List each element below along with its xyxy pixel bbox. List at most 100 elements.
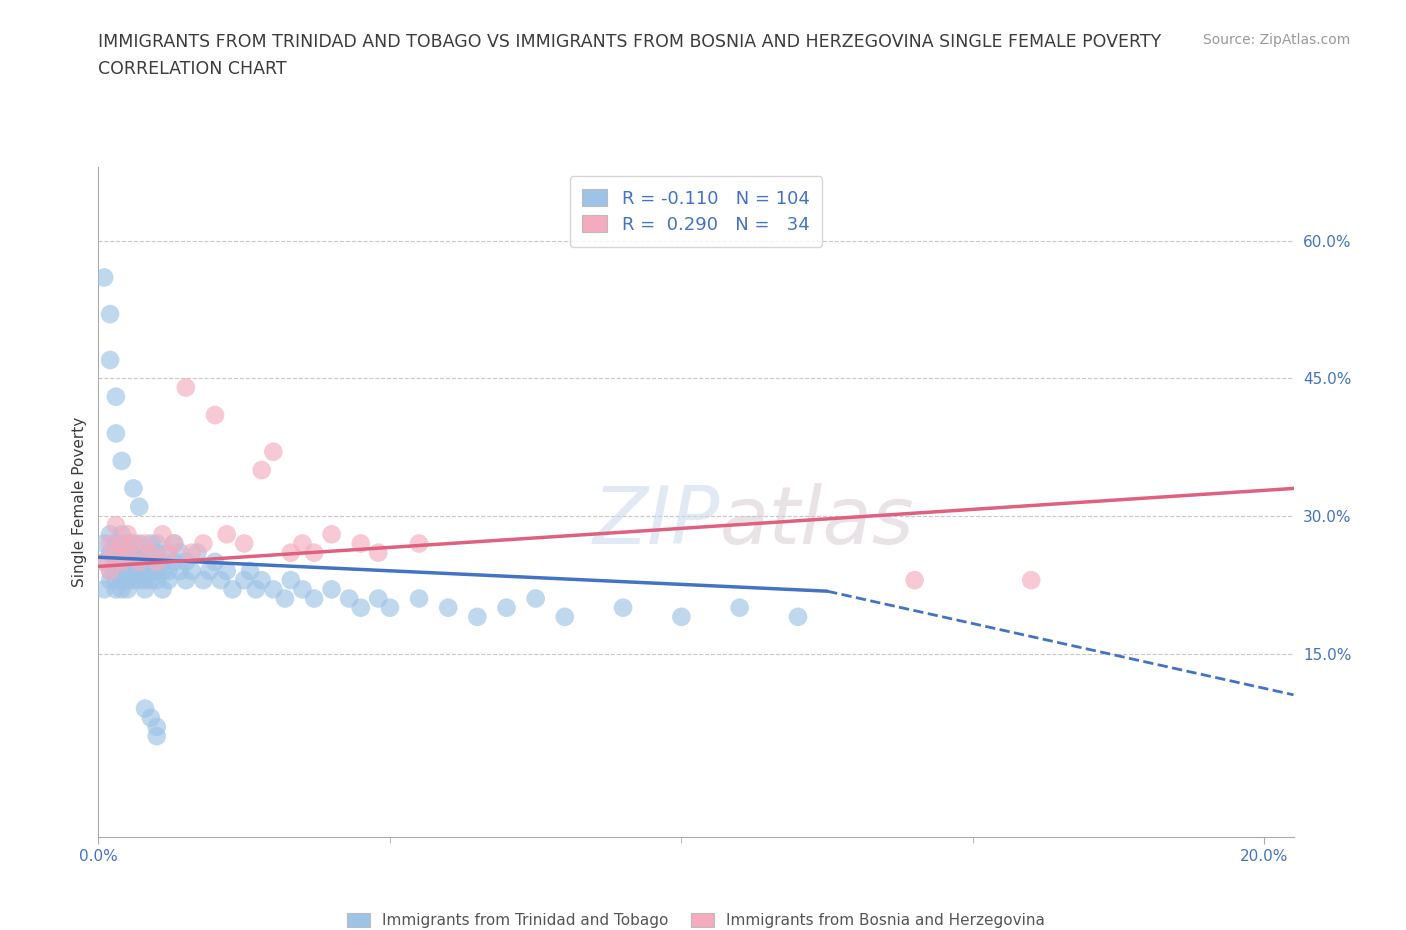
Point <box>157 564 180 578</box>
Point <box>111 527 134 542</box>
Point <box>180 564 202 578</box>
Point <box>152 582 174 597</box>
Point <box>93 554 115 569</box>
Point <box>467 609 489 624</box>
Point <box>408 536 430 551</box>
Point <box>139 536 162 551</box>
Point <box>111 573 134 588</box>
Point <box>612 600 634 615</box>
Point <box>111 554 134 569</box>
Point <box>139 545 162 560</box>
Point <box>134 554 156 569</box>
Point <box>903 573 925 588</box>
Point <box>134 536 156 551</box>
Point <box>139 564 162 578</box>
Point <box>104 582 127 597</box>
Point <box>134 701 156 716</box>
Point <box>134 573 156 588</box>
Point <box>134 545 156 560</box>
Point <box>111 554 134 569</box>
Text: IMMIGRANTS FROM TRINIDAD AND TOBAGO VS IMMIGRANTS FROM BOSNIA AND HERZEGOVINA SI: IMMIGRANTS FROM TRINIDAD AND TOBAGO VS I… <box>98 33 1161 50</box>
Point <box>204 407 226 422</box>
Point <box>233 573 256 588</box>
Point <box>128 554 150 569</box>
Point <box>186 545 208 560</box>
Point <box>104 564 127 578</box>
Point <box>122 536 145 551</box>
Point <box>104 545 127 560</box>
Point <box>233 536 256 551</box>
Point <box>93 554 115 569</box>
Point <box>111 564 134 578</box>
Point <box>1019 573 1042 588</box>
Point <box>274 591 297 606</box>
Point <box>169 545 191 560</box>
Point <box>122 573 145 588</box>
Point <box>367 591 389 606</box>
Point <box>209 573 232 588</box>
Point <box>524 591 547 606</box>
Point <box>122 554 145 569</box>
Point <box>495 600 517 615</box>
Point <box>408 591 430 606</box>
Point <box>321 527 343 542</box>
Point <box>671 609 693 624</box>
Point <box>104 518 127 533</box>
Point <box>145 573 167 588</box>
Point <box>302 545 325 560</box>
Point <box>193 573 215 588</box>
Point <box>174 380 197 395</box>
Point <box>262 445 284 459</box>
Point <box>122 481 145 496</box>
Point <box>104 554 127 569</box>
Point <box>215 527 238 542</box>
Point <box>152 554 174 569</box>
Point <box>104 545 127 560</box>
Point <box>117 545 139 560</box>
Point <box>728 600 751 615</box>
Point <box>221 582 243 597</box>
Point <box>291 536 314 551</box>
Point <box>111 454 134 469</box>
Point <box>174 573 197 588</box>
Point <box>152 564 174 578</box>
Point <box>117 536 139 551</box>
Point <box>128 499 150 514</box>
Point <box>93 536 115 551</box>
Y-axis label: Single Female Poverty: Single Female Poverty <box>72 417 87 588</box>
Point <box>321 582 343 597</box>
Point <box>128 554 150 569</box>
Text: CORRELATION CHART: CORRELATION CHART <box>98 60 287 78</box>
Point <box>262 582 284 597</box>
Point <box>98 527 121 542</box>
Point <box>98 564 121 578</box>
Point <box>291 582 314 597</box>
Point <box>280 573 302 588</box>
Point <box>104 536 127 551</box>
Point <box>145 545 167 560</box>
Point <box>163 536 186 551</box>
Point <box>98 545 121 560</box>
Point <box>93 270 115 285</box>
Point <box>117 545 139 560</box>
Point <box>302 591 325 606</box>
Point <box>117 582 139 597</box>
Point <box>215 564 238 578</box>
Point <box>250 573 273 588</box>
Point <box>169 564 191 578</box>
Point <box>145 729 167 744</box>
Point <box>152 527 174 542</box>
Point <box>145 720 167 735</box>
Point <box>193 536 215 551</box>
Point <box>787 609 810 624</box>
Point <box>111 536 134 551</box>
Point <box>122 536 145 551</box>
Point <box>139 573 162 588</box>
Point <box>280 545 302 560</box>
Point <box>554 609 576 624</box>
Point <box>437 600 460 615</box>
Point <box>174 554 197 569</box>
Text: atlas: atlas <box>720 484 915 562</box>
Point <box>157 573 180 588</box>
Point <box>198 564 221 578</box>
